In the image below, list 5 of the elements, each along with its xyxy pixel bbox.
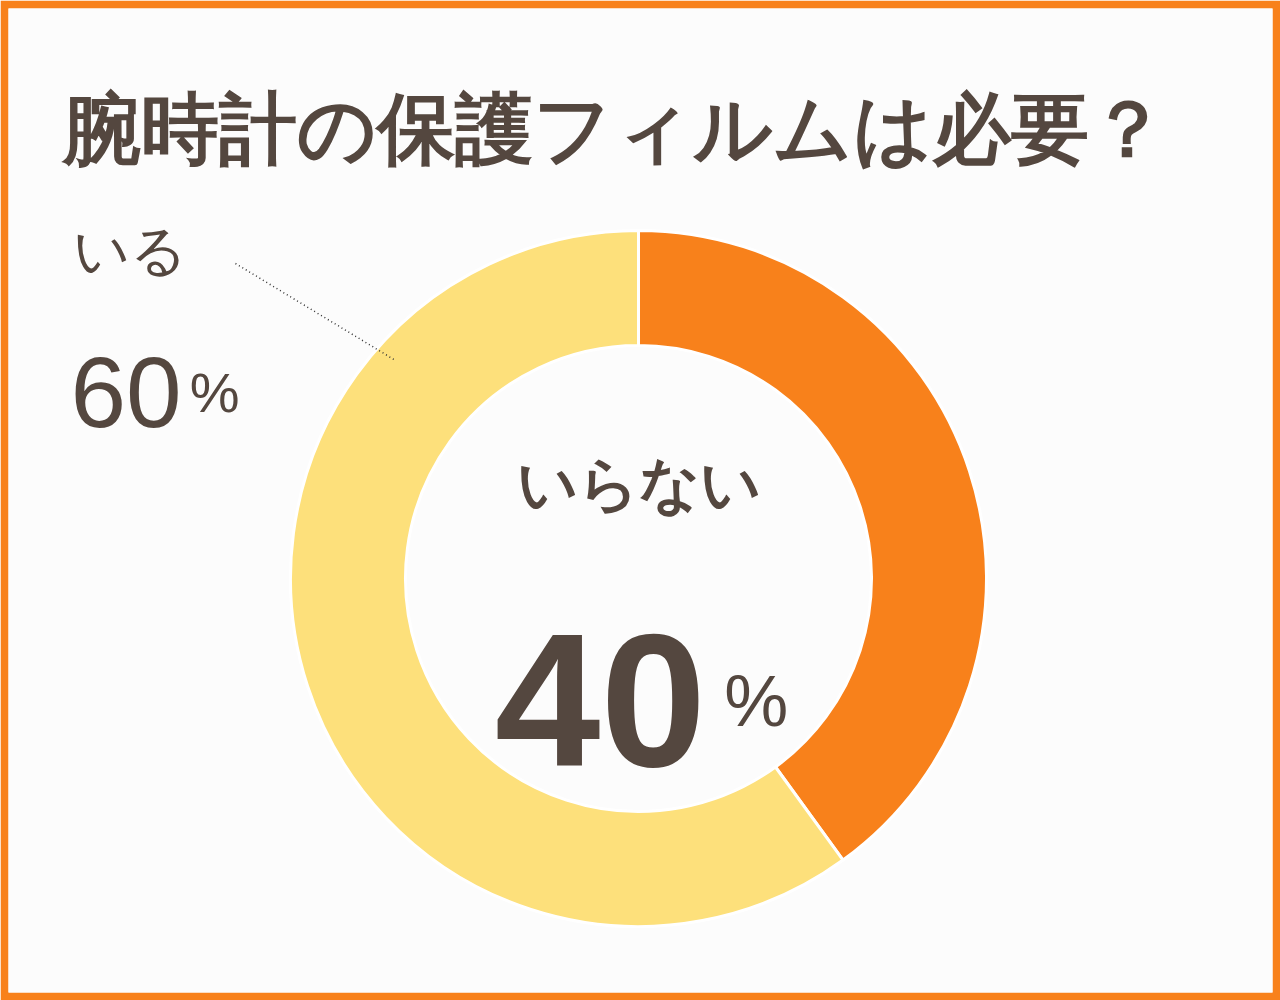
slice-label: いる (72, 218, 187, 283)
chart-title: 腕時計の保護フィルムは必要？ (60, 83, 1167, 174)
slice-label: いらない (516, 448, 761, 519)
data-label: 40% (494, 594, 789, 806)
data-label: 60% (70, 336, 240, 448)
